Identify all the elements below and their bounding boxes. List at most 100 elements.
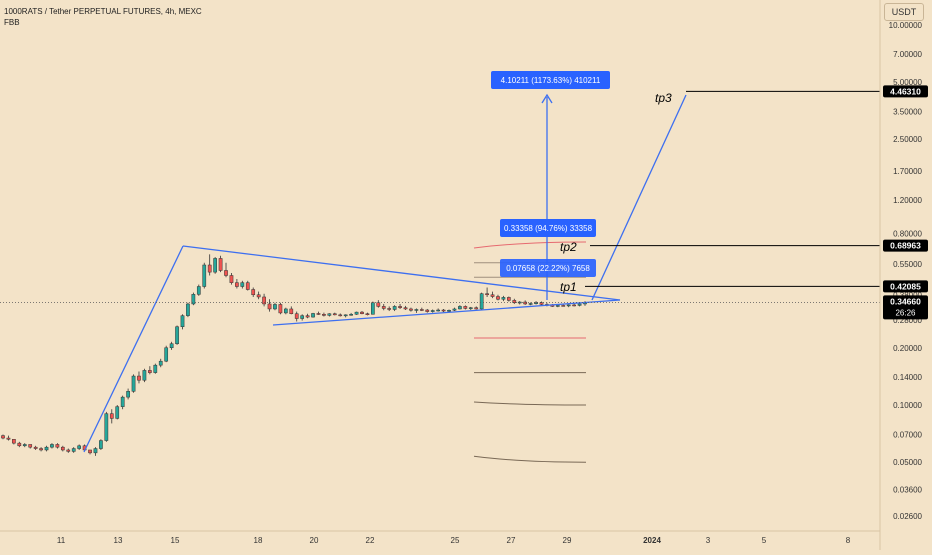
candle[interactable] bbox=[22, 443, 27, 448]
symbol-title[interactable]: 1000RATS / Tether PERPETUAL FUTURES, 4h,… bbox=[4, 7, 202, 16]
candle[interactable] bbox=[60, 445, 65, 452]
candle[interactable] bbox=[409, 307, 413, 312]
candle[interactable] bbox=[332, 312, 337, 316]
candle[interactable] bbox=[180, 314, 185, 330]
candle[interactable] bbox=[120, 395, 125, 410]
price-label-box[interactable] bbox=[883, 85, 928, 98]
candle[interactable] bbox=[305, 313, 310, 319]
candle[interactable] bbox=[387, 306, 392, 312]
candle[interactable] bbox=[126, 388, 130, 400]
measure-box[interactable]: 0.07658 (22.22%) 7658 bbox=[500, 259, 596, 277]
candle[interactable] bbox=[452, 307, 457, 312]
candle[interactable] bbox=[534, 301, 538, 305]
candle[interactable] bbox=[33, 445, 38, 450]
candle[interactable] bbox=[196, 284, 201, 296]
candle[interactable] bbox=[256, 291, 261, 300]
candle[interactable] bbox=[528, 302, 533, 306]
candle[interactable] bbox=[191, 292, 196, 306]
trend-line-rally[interactable] bbox=[83, 245, 184, 453]
candle[interactable] bbox=[311, 312, 315, 318]
candle[interactable] bbox=[458, 305, 462, 310]
candle[interactable] bbox=[289, 306, 294, 315]
price-label-box[interactable] bbox=[883, 295, 928, 320]
candle[interactable] bbox=[300, 314, 305, 321]
candle[interactable] bbox=[463, 305, 468, 310]
candle[interactable] bbox=[44, 445, 49, 452]
candle[interactable] bbox=[169, 341, 174, 350]
candle[interactable] bbox=[501, 295, 506, 302]
candle[interactable] bbox=[327, 313, 332, 317]
candle[interactable] bbox=[425, 308, 430, 313]
candle[interactable] bbox=[50, 443, 54, 449]
candle[interactable] bbox=[235, 278, 239, 289]
price-label-box[interactable] bbox=[883, 239, 928, 252]
candle[interactable] bbox=[153, 363, 158, 374]
candle[interactable] bbox=[376, 300, 381, 308]
candle[interactable] bbox=[262, 293, 266, 307]
candle[interactable] bbox=[354, 311, 359, 315]
candle[interactable] bbox=[430, 309, 435, 313]
price-label-box[interactable] bbox=[883, 280, 928, 293]
candle[interactable] bbox=[224, 262, 228, 278]
candle[interactable] bbox=[278, 302, 283, 315]
projection-line-tp3[interactable] bbox=[591, 94, 687, 301]
candle[interactable] bbox=[436, 308, 440, 312]
candle[interactable] bbox=[414, 308, 419, 313]
candle[interactable] bbox=[485, 287, 489, 297]
candle[interactable] bbox=[55, 443, 60, 449]
candle[interactable] bbox=[419, 307, 424, 312]
candle[interactable] bbox=[77, 444, 81, 450]
candle[interactable] bbox=[245, 280, 250, 291]
candle[interactable] bbox=[468, 306, 473, 310]
candle[interactable] bbox=[322, 312, 326, 317]
candle[interactable] bbox=[6, 435, 11, 441]
candle[interactable] bbox=[240, 280, 245, 289]
candle[interactable] bbox=[349, 312, 353, 316]
candle[interactable] bbox=[229, 272, 234, 285]
indicator-label[interactable]: FBB bbox=[4, 18, 20, 27]
candle[interactable] bbox=[218, 255, 223, 273]
candle[interactable] bbox=[316, 311, 321, 315]
candle[interactable] bbox=[441, 308, 446, 313]
candle[interactable] bbox=[517, 301, 522, 305]
candle[interactable] bbox=[207, 254, 212, 276]
measure-box[interactable]: 4.10211 (1173.63%) 410211 bbox=[491, 71, 610, 89]
candle[interactable] bbox=[148, 366, 152, 375]
candle[interactable] bbox=[1, 434, 5, 440]
candle[interactable] bbox=[496, 294, 500, 301]
candle[interactable] bbox=[360, 311, 364, 315]
candle[interactable] bbox=[88, 449, 92, 455]
candle[interactable] bbox=[131, 374, 136, 393]
candle[interactable] bbox=[507, 296, 511, 302]
candle[interactable] bbox=[93, 447, 98, 456]
triangle-lower-line[interactable] bbox=[272, 299, 621, 326]
candle[interactable] bbox=[398, 303, 402, 309]
candle[interactable] bbox=[142, 368, 147, 383]
candle[interactable] bbox=[39, 447, 43, 452]
candle[interactable] bbox=[447, 309, 451, 312]
candle[interactable] bbox=[381, 303, 386, 311]
candle[interactable] bbox=[392, 305, 397, 312]
candle[interactable] bbox=[158, 358, 163, 368]
measure-box[interactable]: 0.33358 (94.76%) 33358 bbox=[500, 219, 596, 237]
candle[interactable] bbox=[512, 298, 517, 304]
candle[interactable] bbox=[99, 439, 103, 450]
candle[interactable] bbox=[164, 345, 169, 363]
candle[interactable] bbox=[343, 314, 348, 318]
candle[interactable] bbox=[365, 312, 370, 316]
candle[interactable] bbox=[283, 307, 288, 315]
candle[interactable] bbox=[403, 305, 408, 310]
candle[interactable] bbox=[109, 409, 114, 424]
candle[interactable] bbox=[137, 371, 141, 384]
candle[interactable] bbox=[115, 404, 120, 420]
candle[interactable] bbox=[566, 304, 571, 308]
candle[interactable] bbox=[12, 439, 16, 445]
candle[interactable] bbox=[202, 262, 207, 289]
candle[interactable] bbox=[251, 287, 256, 297]
candle[interactable] bbox=[175, 325, 179, 345]
candle[interactable] bbox=[28, 444, 33, 449]
candle[interactable] bbox=[474, 306, 479, 310]
candle[interactable] bbox=[294, 311, 299, 322]
candle[interactable] bbox=[213, 257, 217, 274]
